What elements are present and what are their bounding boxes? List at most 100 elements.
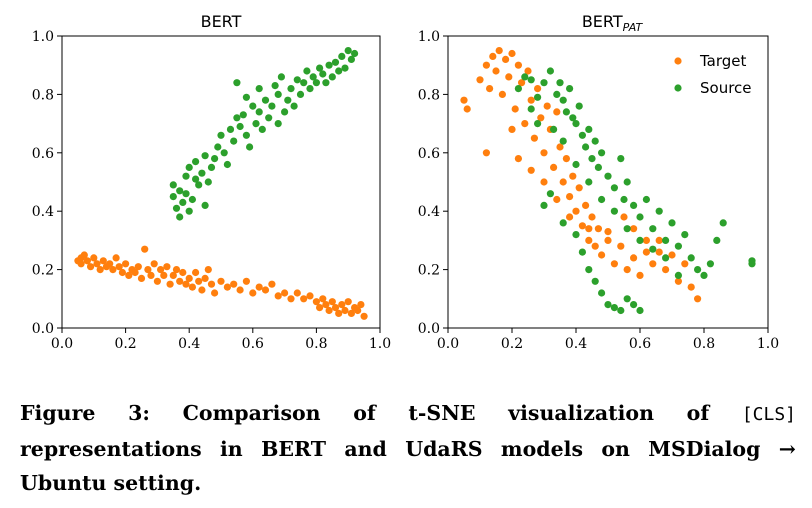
bert-point-s1-61: [331, 58, 340, 66]
bert-point-s1-52: [303, 67, 311, 75]
bert-point-s1-50: [296, 90, 305, 98]
bert-pat-point-s1-42: [748, 260, 756, 268]
bert-xtick-label-2: 0.4: [178, 336, 200, 352]
bert-point-s1-37: [258, 125, 266, 133]
bert-pat-point-s1-60: [559, 137, 567, 145]
bert-pat-point-s1-22: [610, 184, 619, 192]
bert-point-s1-24: [226, 125, 235, 133]
bert-pat-point-s1-64: [610, 207, 619, 215]
bert-pat-point-s1-40: [719, 219, 727, 227]
bert-point-s1-14: [198, 169, 206, 177]
bert-point-s0-50: [249, 289, 257, 297]
bert-pat-point-s0-40: [604, 236, 612, 244]
bert-point-s0-13: [112, 254, 120, 262]
bert-pat-point-s1-58: [534, 120, 542, 128]
bert-xtick-label-5: 1.0: [369, 336, 391, 352]
bert-point-s0-26: [153, 277, 161, 285]
bert-pat-point-s0-26: [556, 143, 564, 151]
bert-point-s0-15: [118, 268, 126, 277]
bert-point-s1-17: [204, 178, 212, 186]
bert-point-s1-40: [268, 102, 276, 110]
bert-pat-point-s1-61: [572, 160, 580, 169]
bert-pat-point-s0-67: [655, 248, 663, 256]
bert-pat-point-s0-28: [562, 155, 571, 163]
bert-pat-point-s0-33: [578, 222, 587, 230]
bert-pat-point-s0-62: [585, 225, 593, 233]
bert-point-s0-48: [236, 286, 244, 294]
bert-point-s1-63: [338, 52, 346, 61]
bert-pat-point-s0-30: [569, 172, 577, 180]
bert-pat-point-s1-14: [578, 131, 587, 139]
bert-pat-point-s0-57: [514, 155, 523, 163]
bert-point-s0-24: [147, 271, 155, 279]
bert-pat-xtick-label-0: 0.0: [437, 336, 459, 352]
bert-point-s1-45: [281, 108, 289, 116]
bert-pat-ytick-label-0: 0.0: [418, 321, 440, 337]
bert-pat-point-s1-27: [636, 213, 644, 221]
bert-point-s1-46: [284, 96, 292, 104]
bert-point-s1-0: [169, 181, 177, 189]
bert-point-s0-3: [80, 251, 88, 259]
bert-point-s1-53: [306, 85, 314, 93]
bert-point-s0-28: [160, 271, 168, 279]
bert-point-s0-58: [300, 295, 308, 303]
bert-pat-point-s0-48: [655, 236, 663, 244]
bert-pat-point-s0-50: [668, 251, 676, 259]
bert-pat-point-s1-68: [662, 254, 670, 262]
bert-x-axis: 0.0 0.2 0.4 0.6 0.8 1.0: [51, 328, 391, 352]
bert-pat-point-s1-62: [585, 178, 593, 186]
bert-pat-point-s1-32: [668, 219, 676, 227]
bert-point-s0-8: [96, 266, 104, 274]
bert-point-s1-57: [319, 70, 327, 78]
bert-pat-point-s1-16: [585, 125, 593, 133]
bert-point-s0-16: [122, 260, 130, 268]
bert-point-s1-25: [230, 137, 238, 145]
bert-point-s1-41: [271, 82, 279, 90]
bert-pat-point-s0-51: [674, 277, 683, 285]
bert-point-s1-67: [351, 49, 359, 58]
bert-point-s1-64: [341, 64, 349, 72]
bert-point-s1-54: [309, 73, 317, 81]
bert-point-s0-56: [287, 295, 295, 303]
bert-point-s1-13: [195, 181, 203, 189]
bert-point-s0-69: [341, 306, 349, 315]
bert-pat-point-s0-13: [514, 61, 523, 69]
bert-pat-point-s1-57: [527, 105, 535, 113]
bert-pat-point-s1-18: [591, 137, 599, 145]
bert-point-s0-68: [338, 301, 346, 309]
bert-point-s0-53: [268, 280, 276, 288]
bert-pat-point-s0-27: [559, 178, 567, 186]
bert-pat-point-s0-1: [463, 105, 471, 113]
bert-point-s0-57: [293, 289, 301, 297]
bert-pat-point-s0-38: [594, 225, 603, 233]
bert-point-s0-20: [134, 263, 142, 271]
bert-point-s1-11: [192, 175, 200, 183]
bert-pat-point-s1-63: [598, 195, 606, 204]
bert-point-s0-7: [93, 260, 101, 268]
bert-point-s0-23: [144, 266, 152, 274]
bert-pat-point-s1-24: [620, 195, 628, 204]
bert-pat-ytick-label-2: 0.4: [418, 204, 440, 220]
bert-pat-y-axis: 0.0 0.2 0.4 0.6 0.8 1.0: [418, 29, 448, 337]
bert-pat-point-s0-42: [617, 242, 625, 250]
bert-pat-panel: BERTPAT 0.0 0.2 0.4 0.6 0.8 1.0 0.00.20.40.60…: [418, 12, 779, 352]
panel-title-bert-pat-main: BERT: [582, 12, 623, 31]
bert-point-s1-44: [277, 73, 285, 81]
bert-point-s0-12: [109, 266, 117, 274]
bert-pat-point-s1-28: [642, 195, 651, 204]
bert-point-s1-51: [300, 79, 308, 87]
bert-pat-point-s1-3: [534, 93, 542, 101]
bert-pat-point-s0-29: [566, 193, 574, 201]
bert-point-s0-44: [211, 289, 219, 297]
bert-point-s0-2: [77, 260, 85, 268]
bert-pat-point-s0-43: [623, 266, 631, 274]
bert-xtick-label-0: 0.0: [51, 336, 73, 352]
bert-pat-point-s1-25: [623, 178, 631, 186]
bert-pat-ytick-label-3: 0.6: [418, 146, 440, 162]
bert-pat-point-s0-9: [502, 55, 510, 64]
bert-pat-point-s1-15: [582, 143, 590, 151]
bert-pat-point-s1-45: [617, 306, 625, 315]
bert-pat-point-s1-59: [550, 125, 558, 133]
bert-pat-point-s1-51: [546, 190, 555, 198]
bert-point-s1-9: [185, 163, 193, 171]
